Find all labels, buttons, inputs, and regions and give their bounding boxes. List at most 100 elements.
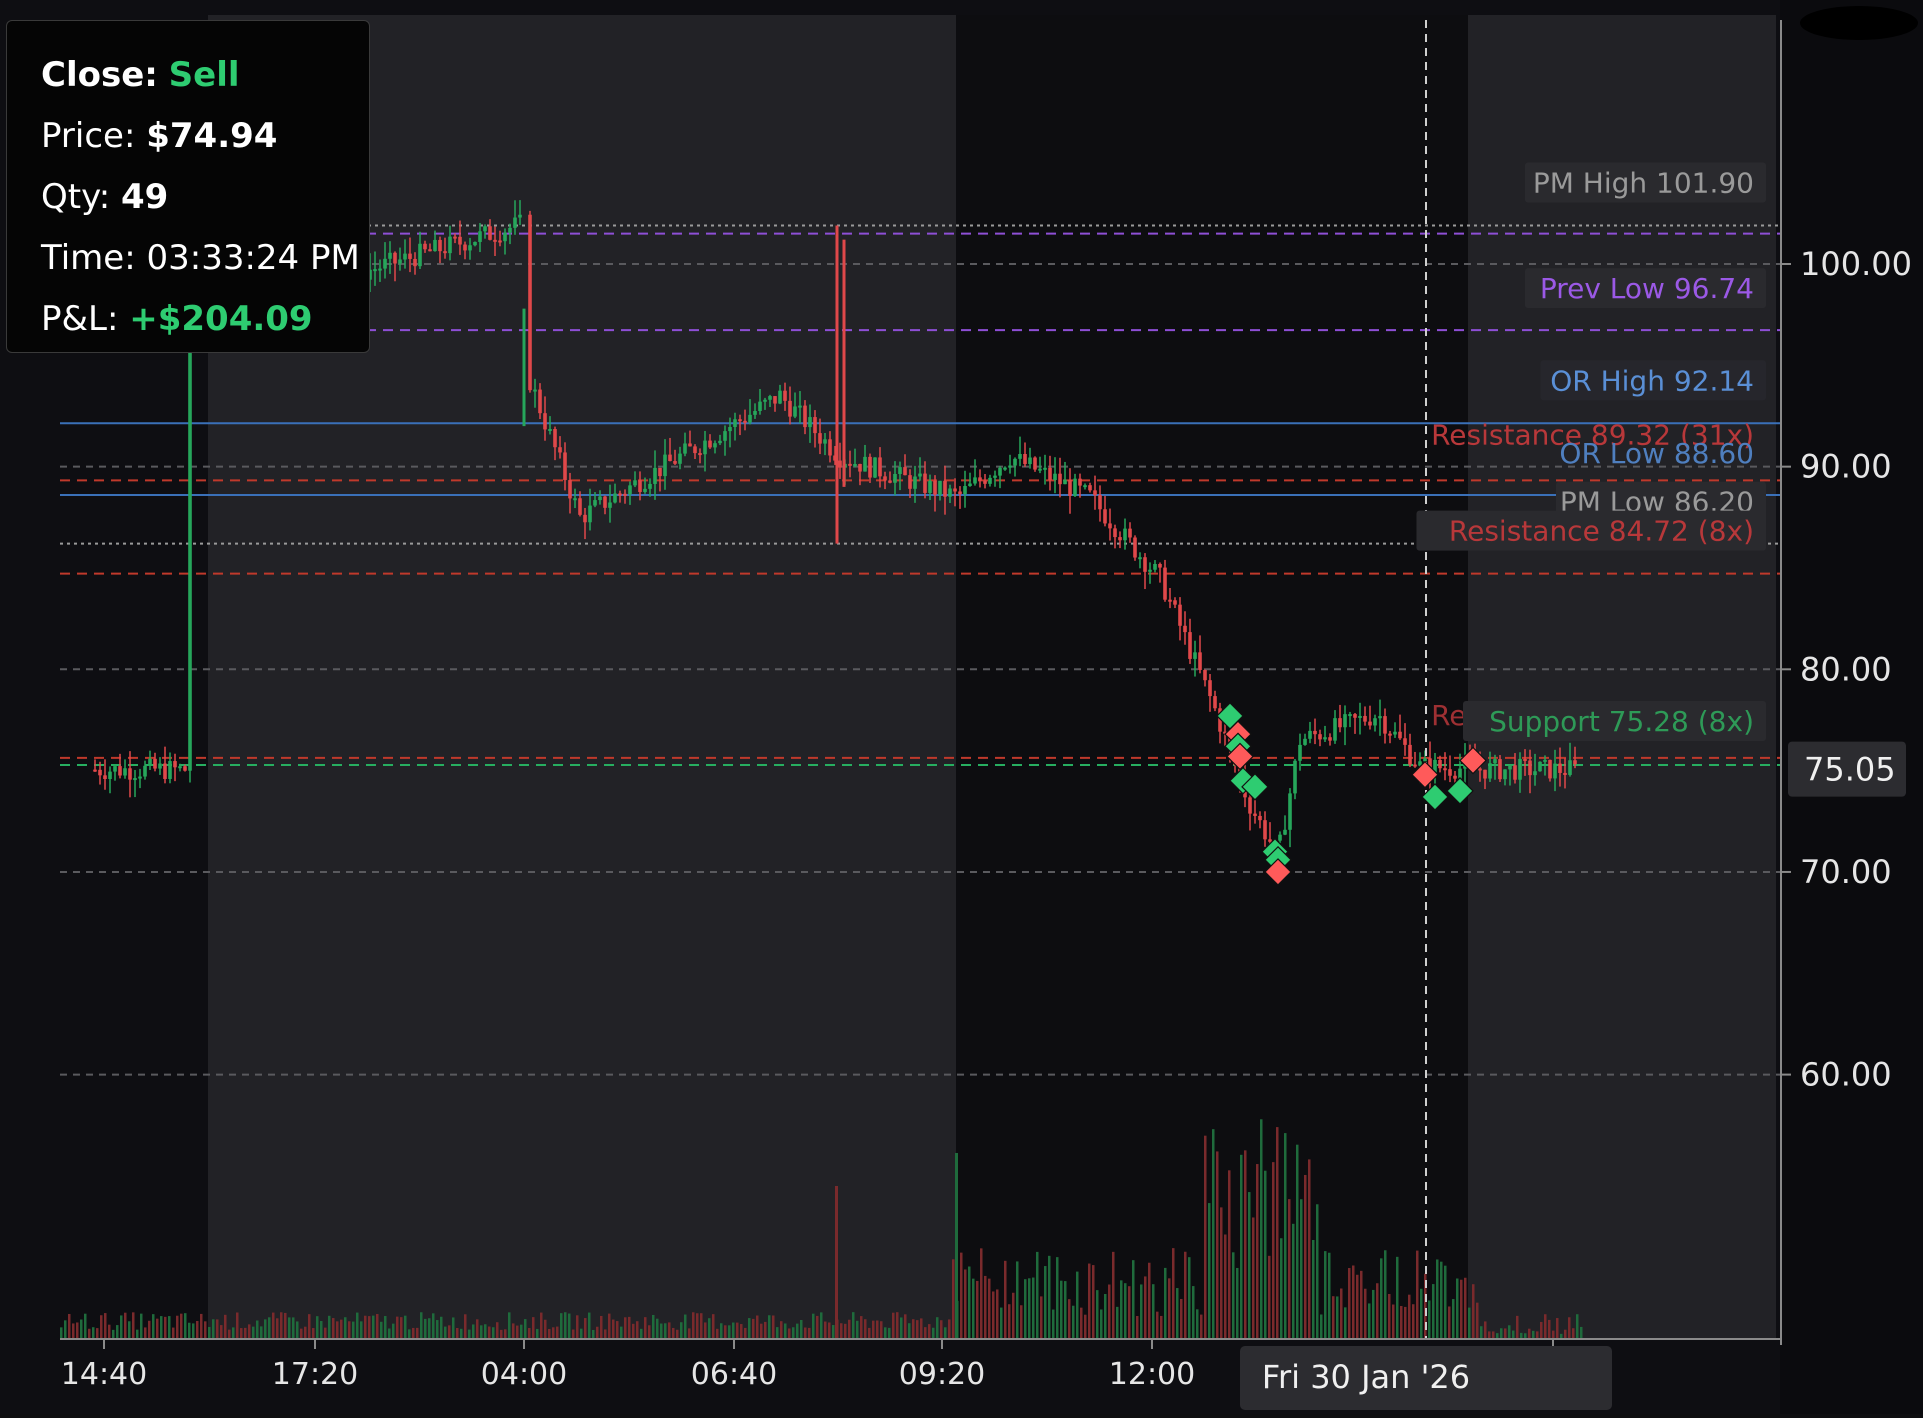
qty-label: Qty: [41, 177, 111, 217]
candle-body [123, 768, 127, 776]
volume-bar [1320, 1314, 1323, 1338]
crosshair-date-box [1240, 1346, 1612, 1410]
candle-body [818, 433, 822, 444]
volume-bar [1464, 1277, 1467, 1338]
volume-bar [1332, 1296, 1335, 1338]
volume-bar [168, 1316, 171, 1338]
volume-bar [1300, 1199, 1303, 1338]
candle-body [1018, 453, 1022, 459]
candle-body [1073, 478, 1077, 496]
candle-body [1213, 696, 1217, 709]
candle-body [543, 413, 547, 430]
volume-bar [672, 1327, 675, 1338]
volume-bar [136, 1329, 139, 1338]
volume-bar [1088, 1263, 1091, 1338]
volume-bar [1224, 1234, 1227, 1338]
volume-bar [704, 1322, 707, 1338]
volume-bar [1324, 1251, 1327, 1338]
volume-bar [860, 1316, 863, 1338]
volume-bar [1060, 1280, 1063, 1338]
candle-body [658, 467, 662, 477]
volume-bar [256, 1320, 259, 1338]
candle-body [463, 244, 467, 251]
candle-body [1063, 479, 1067, 485]
volume-bar [1012, 1292, 1015, 1338]
volume-bar [568, 1313, 571, 1338]
volume-bar [208, 1326, 211, 1338]
candle-body [1268, 839, 1272, 842]
volume-bar [624, 1317, 627, 1338]
volume-bar [1552, 1330, 1555, 1338]
x-tick-label: 12:00 [1109, 1357, 1195, 1392]
volume-bar [720, 1323, 723, 1338]
volume-bar [724, 1325, 727, 1338]
volume-bar [1508, 1325, 1511, 1338]
volume-bar [488, 1326, 491, 1338]
volume-bar [1560, 1333, 1563, 1338]
volume-bar [644, 1317, 647, 1338]
candle-body [853, 463, 857, 466]
volume-bar [204, 1321, 207, 1338]
volume-bar [216, 1319, 219, 1338]
volume-bar [1068, 1299, 1071, 1338]
volume-bar [1388, 1293, 1391, 1338]
volume-bar [432, 1313, 435, 1338]
volume-bar [924, 1327, 927, 1338]
candle-body [613, 493, 617, 503]
tooltip-pnl-row: P&L: +$204.09 [41, 289, 369, 350]
volume-bar [1520, 1332, 1523, 1338]
candle-body [763, 399, 767, 402]
volume-bar [164, 1316, 167, 1338]
trade-markers [1216, 702, 1487, 886]
volume-bar [400, 1317, 403, 1338]
session-shade-afterhours [1468, 15, 1776, 1338]
close-value: Sell [168, 55, 240, 95]
close-label: Close: [41, 55, 158, 95]
candle-body [1503, 769, 1507, 780]
candle-body [418, 243, 422, 267]
candle-body [1218, 708, 1222, 732]
candle-body [413, 258, 417, 267]
volume-bar [416, 1327, 419, 1338]
volume-bar [228, 1329, 231, 1338]
volume-bar [1580, 1326, 1583, 1338]
x-tick-label: 06:40 [691, 1357, 777, 1392]
volume-bar [1240, 1154, 1243, 1338]
qty-value: 49 [121, 177, 169, 217]
candle-body [963, 486, 967, 495]
candle-body [608, 502, 612, 508]
volume-bar [128, 1321, 131, 1338]
candle-body [1328, 737, 1332, 741]
candle-body [538, 389, 542, 414]
volume-bar [472, 1324, 475, 1338]
volume-bar [1440, 1261, 1443, 1338]
volume-bar [252, 1326, 255, 1338]
volume-bar [900, 1317, 903, 1338]
volume-bar [744, 1327, 747, 1338]
candle-body [1408, 744, 1412, 765]
volume-bar [792, 1327, 795, 1338]
volume-bar [780, 1321, 783, 1338]
candle-body [1478, 768, 1482, 771]
volume-bar [1192, 1286, 1195, 1338]
level-label-1: Prev Low 96.74 [1525, 268, 1766, 309]
volume-bar [1228, 1170, 1231, 1338]
x-tick-label: 09:20 [899, 1357, 985, 1392]
volume-bar [1084, 1314, 1087, 1338]
volume-bar [272, 1312, 275, 1338]
volume-bar [64, 1320, 67, 1338]
volume-bar [148, 1320, 151, 1338]
volume-bar [1104, 1293, 1107, 1338]
volume-bar [884, 1327, 887, 1338]
candle-body [638, 480, 642, 492]
volume-bar [436, 1320, 439, 1338]
candle-body [1183, 625, 1187, 633]
candle-body [438, 239, 442, 252]
volume-bar [1368, 1303, 1371, 1338]
candle-body [1263, 820, 1267, 840]
candle-body [1458, 768, 1462, 779]
candle-body [1203, 669, 1207, 681]
candle-body [1493, 759, 1497, 764]
